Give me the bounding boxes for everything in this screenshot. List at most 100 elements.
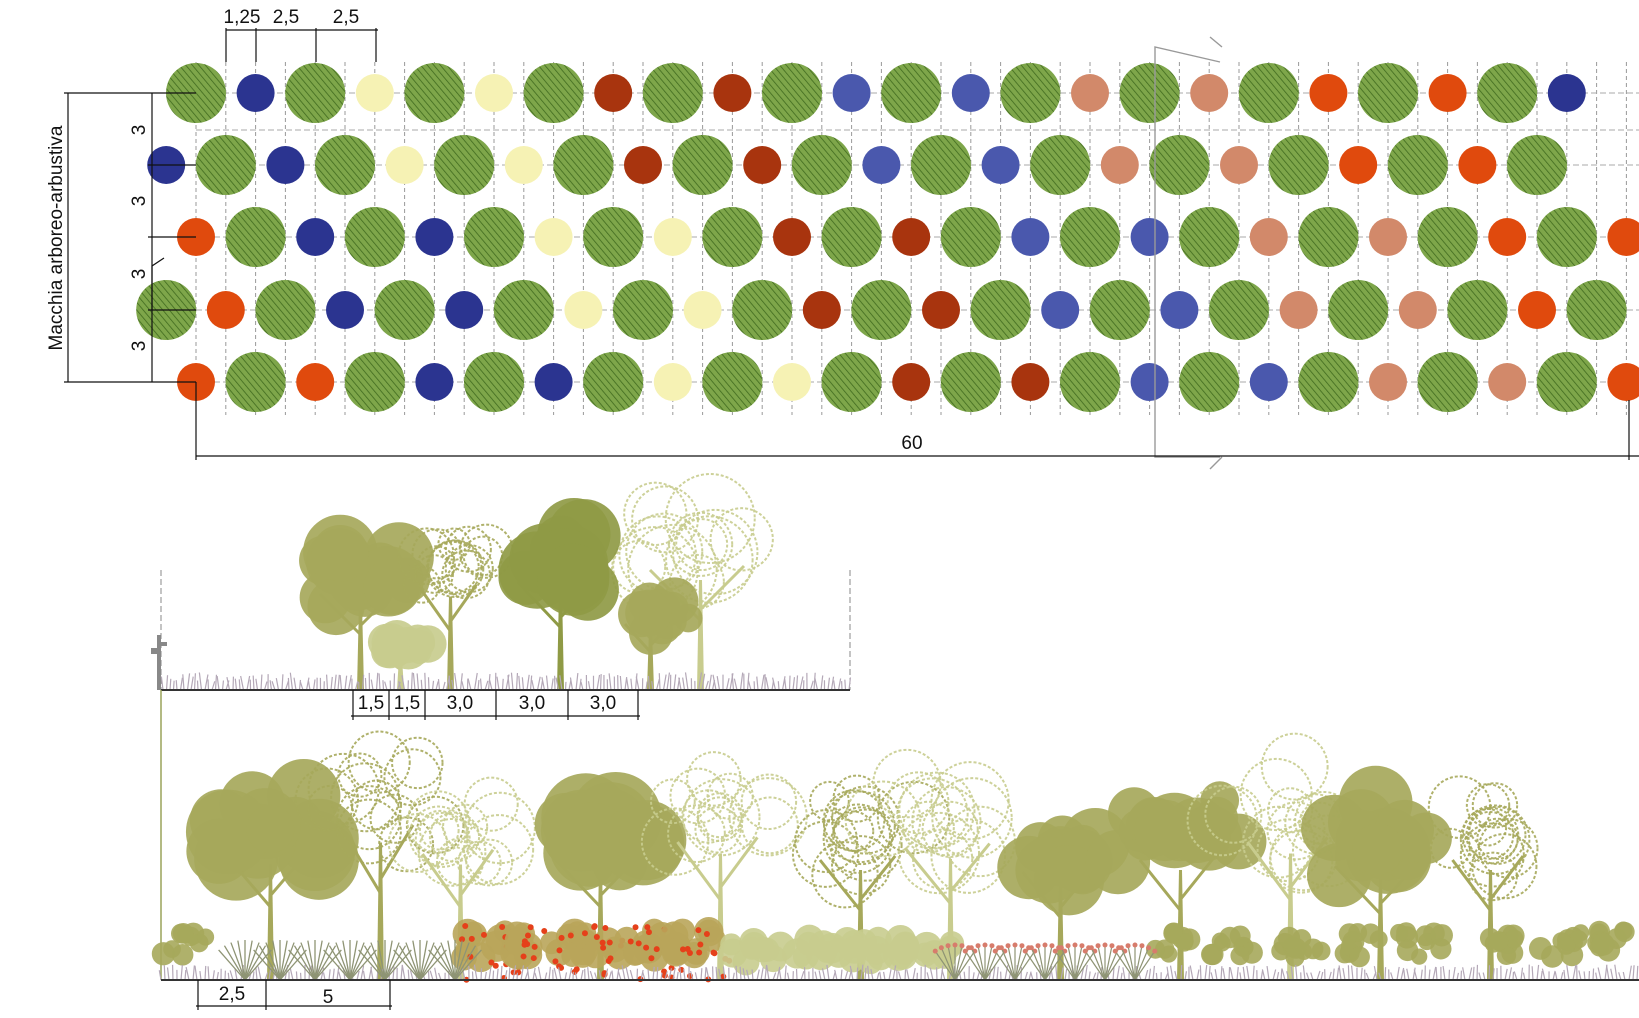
- grass-blade: [434, 967, 438, 981]
- grass-blade: [384, 681, 388, 691]
- grass-blade: [407, 969, 410, 981]
- grass-blade: [1540, 970, 1543, 981]
- tree-canopy-blob: [694, 806, 742, 854]
- tree-canopy-blob: [897, 811, 981, 895]
- grass-blade: [1403, 969, 1406, 981]
- flower-dot: [1022, 948, 1028, 954]
- grass-blade: [621, 965, 626, 981]
- grass-blade: [477, 679, 480, 691]
- grass-blade: [813, 672, 816, 691]
- spiky-plant-leaf: [934, 950, 956, 981]
- shrub-symbol-salmon: [1071, 74, 1109, 112]
- tree-canopy-blob: [337, 752, 383, 798]
- shrub-silhouette: [660, 916, 733, 983]
- grass-blade: [1462, 967, 1466, 981]
- grass-blade: [708, 674, 712, 691]
- grass-blade: [496, 968, 499, 981]
- flower-dot: [643, 944, 650, 951]
- shrub-symbol-navy: [445, 291, 484, 329]
- grass-blade: [487, 674, 491, 691]
- tree-branch: [718, 836, 759, 889]
- shrub-silhouette: [1390, 922, 1453, 965]
- shrub-blob: [561, 945, 584, 967]
- flower-dot: [1028, 945, 1034, 951]
- shrub-symbol-brown: [594, 74, 633, 112]
- flower-dot: [524, 941, 531, 948]
- tree-canopy-blob: [372, 634, 407, 669]
- grass-blade: [1552, 970, 1556, 981]
- grass-blade: [830, 676, 835, 691]
- grass-blade: [1122, 967, 1126, 981]
- grass-blade: [672, 967, 676, 981]
- tree-canopy-blob: [425, 539, 485, 598]
- tree-canopy-blob: [347, 730, 411, 794]
- flower-dot: [668, 964, 675, 971]
- shrub-blob: [1614, 921, 1635, 942]
- top-dim-1: 1,25: [224, 7, 261, 28]
- shrub-symbol-brown: [743, 146, 782, 184]
- grass-blade: [596, 674, 601, 691]
- grass-blade: [786, 972, 790, 981]
- grass-blade: [172, 680, 175, 691]
- grass-blade: [1365, 972, 1370, 981]
- grass-blade: [264, 972, 269, 981]
- tree-symbol: [702, 207, 763, 267]
- grass-blade: [906, 969, 910, 981]
- grass-blade: [1305, 972, 1310, 981]
- shrub-symbol-orange: [1458, 146, 1497, 184]
- grass-blade: [652, 966, 655, 981]
- spiky-plant-leaf: [419, 940, 428, 981]
- grass-blade: [833, 680, 836, 691]
- shrub-symbol-orange: [296, 363, 335, 401]
- spiky-plant-leaf: [370, 942, 386, 981]
- grass-blade: [1229, 967, 1234, 981]
- spiky-plant-leaf: [279, 940, 288, 981]
- shrub-symbol-brown: [892, 363, 931, 401]
- tree-branch: [1138, 859, 1182, 911]
- tree-canopy-blob: [872, 748, 942, 819]
- grass-blade: [760, 967, 764, 981]
- tree-canopy-blob: [650, 778, 696, 825]
- grass-blade: [1281, 968, 1286, 981]
- shrub-silhouette: [782, 924, 862, 971]
- grass-blade: [362, 970, 366, 981]
- grass-blade: [722, 966, 726, 981]
- flower-dot: [1058, 945, 1064, 951]
- tree-canopy-blob: [465, 838, 514, 887]
- grass-blade: [1208, 965, 1211, 981]
- flower-dot: [1132, 942, 1138, 948]
- spiky-plant-leaf: [454, 945, 477, 981]
- spiky-plant-leaf: [293, 945, 316, 981]
- grass-blade: [1610, 968, 1614, 981]
- tree-canopy-blob: [791, 820, 860, 888]
- large-dim-1: 2,5: [219, 984, 245, 1005]
- tree-symbol: [1477, 63, 1538, 123]
- grass-blade: [781, 676, 786, 691]
- flower-dot: [644, 924, 651, 931]
- grass-blade: [616, 967, 620, 981]
- top-dim-2: 2,5: [273, 7, 299, 28]
- spiky-plant-leaf: [1104, 945, 1113, 981]
- grass-blade: [1492, 968, 1495, 981]
- tree-symbol: [464, 207, 524, 267]
- grass-blade: [784, 679, 787, 691]
- tree-symbol: [1268, 135, 1329, 195]
- shrub-blob: [1277, 926, 1301, 949]
- tree-canopy-blob: [330, 762, 401, 833]
- spiky-plant-leaf: [218, 949, 246, 981]
- tree-canopy-blob: [369, 793, 420, 844]
- shrub-blob: [1541, 945, 1564, 968]
- grass-blade: [337, 674, 340, 691]
- spiky-plant-leaf: [1060, 947, 1076, 981]
- tree-canopy-blob: [811, 841, 879, 909]
- grass-blade: [420, 679, 423, 691]
- flower-dot: [1019, 943, 1025, 949]
- grass-blade: [401, 965, 406, 981]
- tree-symbol: [1507, 135, 1567, 195]
- large-dim-2: 5: [323, 987, 334, 1008]
- tree-canopy-blob: [682, 778, 761, 857]
- shrub-symbol-blue: [981, 146, 1020, 184]
- tree-canopy-blob: [740, 796, 799, 855]
- grass-blade: [1378, 972, 1382, 981]
- spiky-plant-leaf: [363, 945, 386, 981]
